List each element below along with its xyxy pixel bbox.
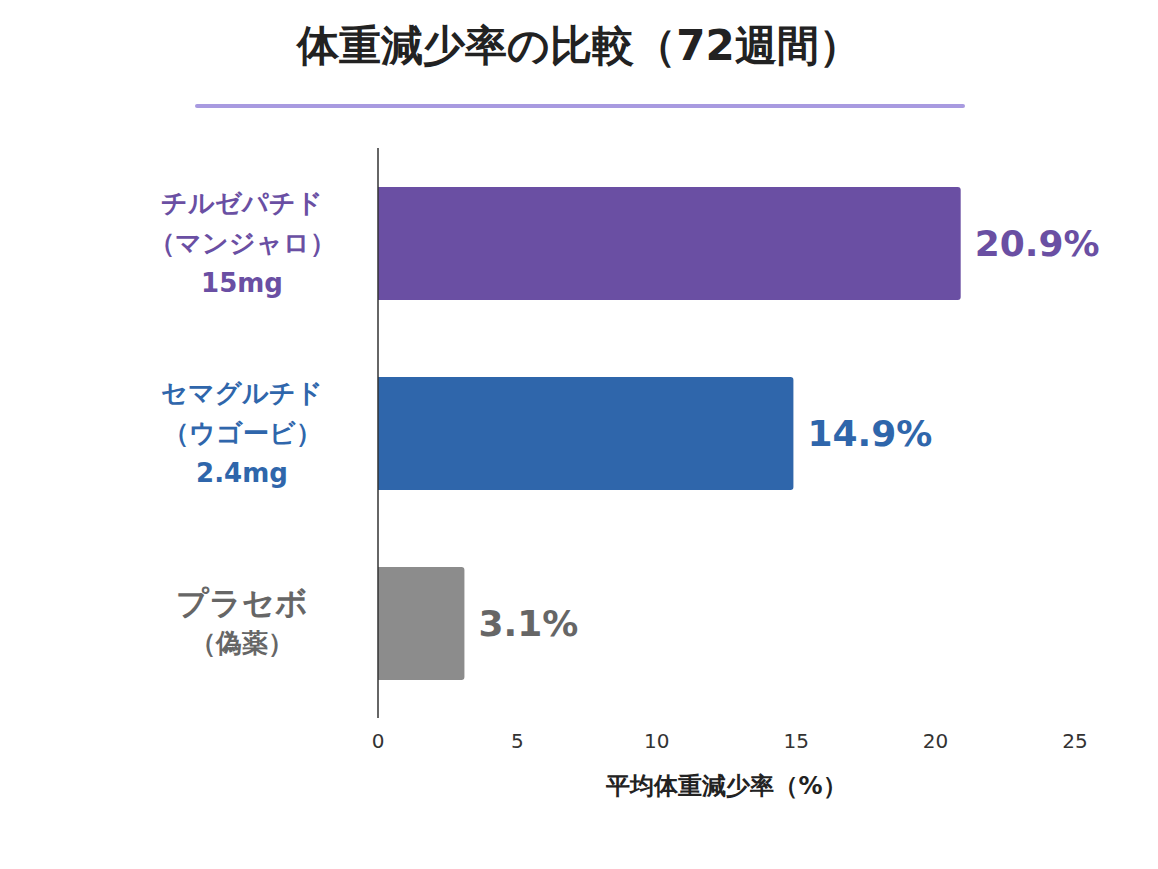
svg-text:セマグルチド: セマグルチド (161, 378, 323, 408)
svg-text:3.1%: 3.1% (478, 603, 578, 644)
svg-text:15mg: 15mg (201, 268, 283, 298)
svg-text:20: 20 (923, 729, 948, 753)
svg-text:0: 0 (372, 729, 385, 753)
svg-text:プラセボ: プラセボ (176, 584, 308, 622)
svg-text:14.9%: 14.9% (807, 413, 932, 454)
svg-text:チルゼパチド: チルゼパチド (161, 188, 323, 218)
svg-text:20.9%: 20.9% (975, 223, 1100, 264)
svg-text:15: 15 (783, 729, 808, 753)
svg-text:平均体重減少率（%）: 平均体重減少率（%） (605, 772, 846, 800)
svg-text:（マンジャロ）: （マンジャロ） (149, 228, 336, 258)
html-text:体重減少率の比較（72週間）: 体重減少率の比較（72週間） (297, 21, 861, 70)
svg-text:25: 25 (1062, 729, 1087, 753)
svg-text:5: 5 (511, 729, 524, 753)
svg-text:2.4mg: 2.4mg (196, 458, 288, 488)
svg-text:10: 10 (644, 729, 669, 753)
svg-text:（偽薬）: （偽薬） (190, 628, 294, 658)
svg-text:（ウゴービ）: （ウゴービ） (163, 418, 322, 448)
